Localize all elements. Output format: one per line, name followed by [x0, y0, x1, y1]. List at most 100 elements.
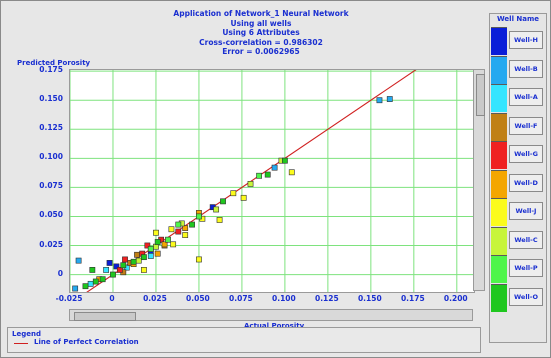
- data-point-well-j: [196, 256, 202, 263]
- x-tick-label: 0.175: [400, 294, 425, 303]
- x-tick-label: 0.025: [143, 294, 167, 303]
- well-color-swatch: [491, 112, 507, 141]
- header-line-2: Using all wells: [230, 18, 292, 28]
- well-legend-title: Well Name: [496, 15, 540, 23]
- well-row-well-d[interactable]: Well-D: [491, 169, 545, 198]
- well-row-well-p[interactable]: Well-P: [491, 255, 545, 283]
- x-tick-label: 0.200: [443, 294, 468, 303]
- data-point-well-f: [134, 251, 140, 258]
- header-line-1: Application of Network_1 Neural Network: [173, 9, 349, 18]
- x-tick-label: 0.125: [314, 294, 339, 303]
- data-point-well-g: [175, 228, 182, 235]
- well-row-well-b[interactable]: Well-B: [491, 55, 545, 84]
- scatter-chart: [69, 64, 474, 299]
- well-button[interactable]: Well-G: [509, 145, 543, 163]
- well-button[interactable]: Well-P: [509, 259, 543, 277]
- data-point-well-j: [168, 226, 175, 233]
- data-point-well-p: [256, 172, 263, 179]
- well-row-well-h[interactable]: Well-H: [491, 27, 545, 55]
- perfect-correlation-label: Line of Perfect Correlation: [34, 338, 139, 346]
- x-tick-label: -0.025: [55, 294, 83, 303]
- x-tick-label: 0.100: [272, 294, 296, 303]
- data-point-well-o: [82, 283, 89, 290]
- data-point-well-b: [72, 285, 79, 292]
- data-point-well-h: [113, 263, 120, 270]
- well-button[interactable]: Well-D: [509, 173, 543, 192]
- data-point-well-h: [106, 260, 113, 266]
- well-row-well-j[interactable]: Well-J: [491, 198, 545, 226]
- well-row-well-c[interactable]: Well-C: [491, 226, 545, 255]
- well-button[interactable]: Well-O: [509, 287, 543, 306]
- data-point-well-j: [182, 232, 189, 238]
- vertical-scroll-thumb[interactable]: [476, 74, 485, 116]
- data-point-well-p: [175, 221, 182, 228]
- well-color-swatch: [491, 27, 507, 55]
- well-color-swatch: [491, 198, 507, 226]
- well-button[interactable]: Well-F: [509, 116, 543, 135]
- data-point-well-b: [386, 96, 393, 102]
- data-point-well-g: [122, 256, 128, 263]
- data-point-well-g: [144, 242, 151, 249]
- data-point-well-o: [189, 221, 195, 228]
- data-point-well-b: [75, 257, 82, 264]
- well-color-swatch: [491, 141, 507, 169]
- well-button[interactable]: Well-H: [509, 31, 543, 49]
- well-row-well-f[interactable]: Well-F: [491, 112, 545, 141]
- y-tick-label: 0.025: [39, 239, 63, 249]
- header-line-3: Using 6 Attributes: [222, 28, 300, 38]
- data-point-well-o: [141, 254, 147, 261]
- data-point-well-j: [240, 194, 247, 201]
- data-point-well-o: [92, 278, 99, 285]
- data-point-well-b: [271, 164, 278, 171]
- well-color-swatch: [491, 255, 507, 283]
- data-point-well-o: [89, 267, 96, 273]
- well-row-well-a[interactable]: Well-A: [491, 84, 545, 112]
- vertical-scrollbar[interactable]: [473, 69, 485, 291]
- data-point-well-c: [135, 257, 142, 264]
- well-button[interactable]: Well-B: [509, 59, 543, 78]
- data-point-well-c: [213, 206, 220, 213]
- data-point-well-j: [230, 190, 237, 197]
- y-tick-label: 0.150: [39, 94, 63, 104]
- well-color-swatch: [491, 283, 507, 312]
- data-point-well-j: [288, 169, 295, 176]
- well-color-swatch: [491, 169, 507, 198]
- well-row-well-o[interactable]: Well-O: [491, 283, 545, 312]
- plot-area[interactable]: [69, 64, 475, 299]
- well-row-well-g[interactable]: Well-G: [491, 141, 545, 169]
- data-point-well-o: [99, 276, 106, 283]
- data-point-well-o: [264, 171, 271, 178]
- data-point-well-o: [220, 198, 226, 205]
- well-button[interactable]: Well-C: [509, 230, 543, 249]
- y-tick-label: 0.050: [39, 210, 63, 220]
- y-tick-label: 0.175: [39, 65, 63, 75]
- data-point-well-a: [87, 280, 94, 287]
- data-point-well-a: [103, 267, 110, 273]
- y-tick-label: 0.125: [39, 123, 63, 133]
- data-point-well-d: [154, 250, 161, 257]
- well-color-swatch: [491, 226, 507, 255]
- data-point-well-o: [154, 239, 161, 245]
- header-line-5: Error = 0.0062965: [222, 47, 300, 57]
- data-point-well-d: [182, 225, 189, 231]
- bottom-legend: Legend Line of Perfect Correlation: [7, 327, 481, 353]
- data-point-well-g: [116, 267, 123, 273]
- horizontal-scrollbar[interactable]: [69, 309, 473, 321]
- data-point-well-j: [170, 241, 177, 248]
- bottom-legend-title: Legend: [12, 330, 41, 338]
- x-tick-label: 0.050: [186, 294, 210, 303]
- well-color-swatch: [491, 55, 507, 84]
- perfect-correlation-line-swatch: [14, 343, 28, 344]
- x-axis-title: Actual Porosity: [244, 322, 305, 330]
- horizontal-scroll-thumb[interactable]: [74, 312, 136, 321]
- data-point-well-o: [130, 258, 137, 265]
- data-point-well-o: [120, 262, 127, 269]
- data-point-well-p: [165, 236, 171, 243]
- x-tick-label: 0: [109, 294, 115, 303]
- well-color-swatch: [491, 84, 507, 112]
- well-button[interactable]: Well-A: [509, 88, 543, 106]
- well-button[interactable]: Well-J: [509, 202, 543, 220]
- data-point-well-j: [216, 217, 223, 223]
- data-point-well-c: [247, 181, 254, 187]
